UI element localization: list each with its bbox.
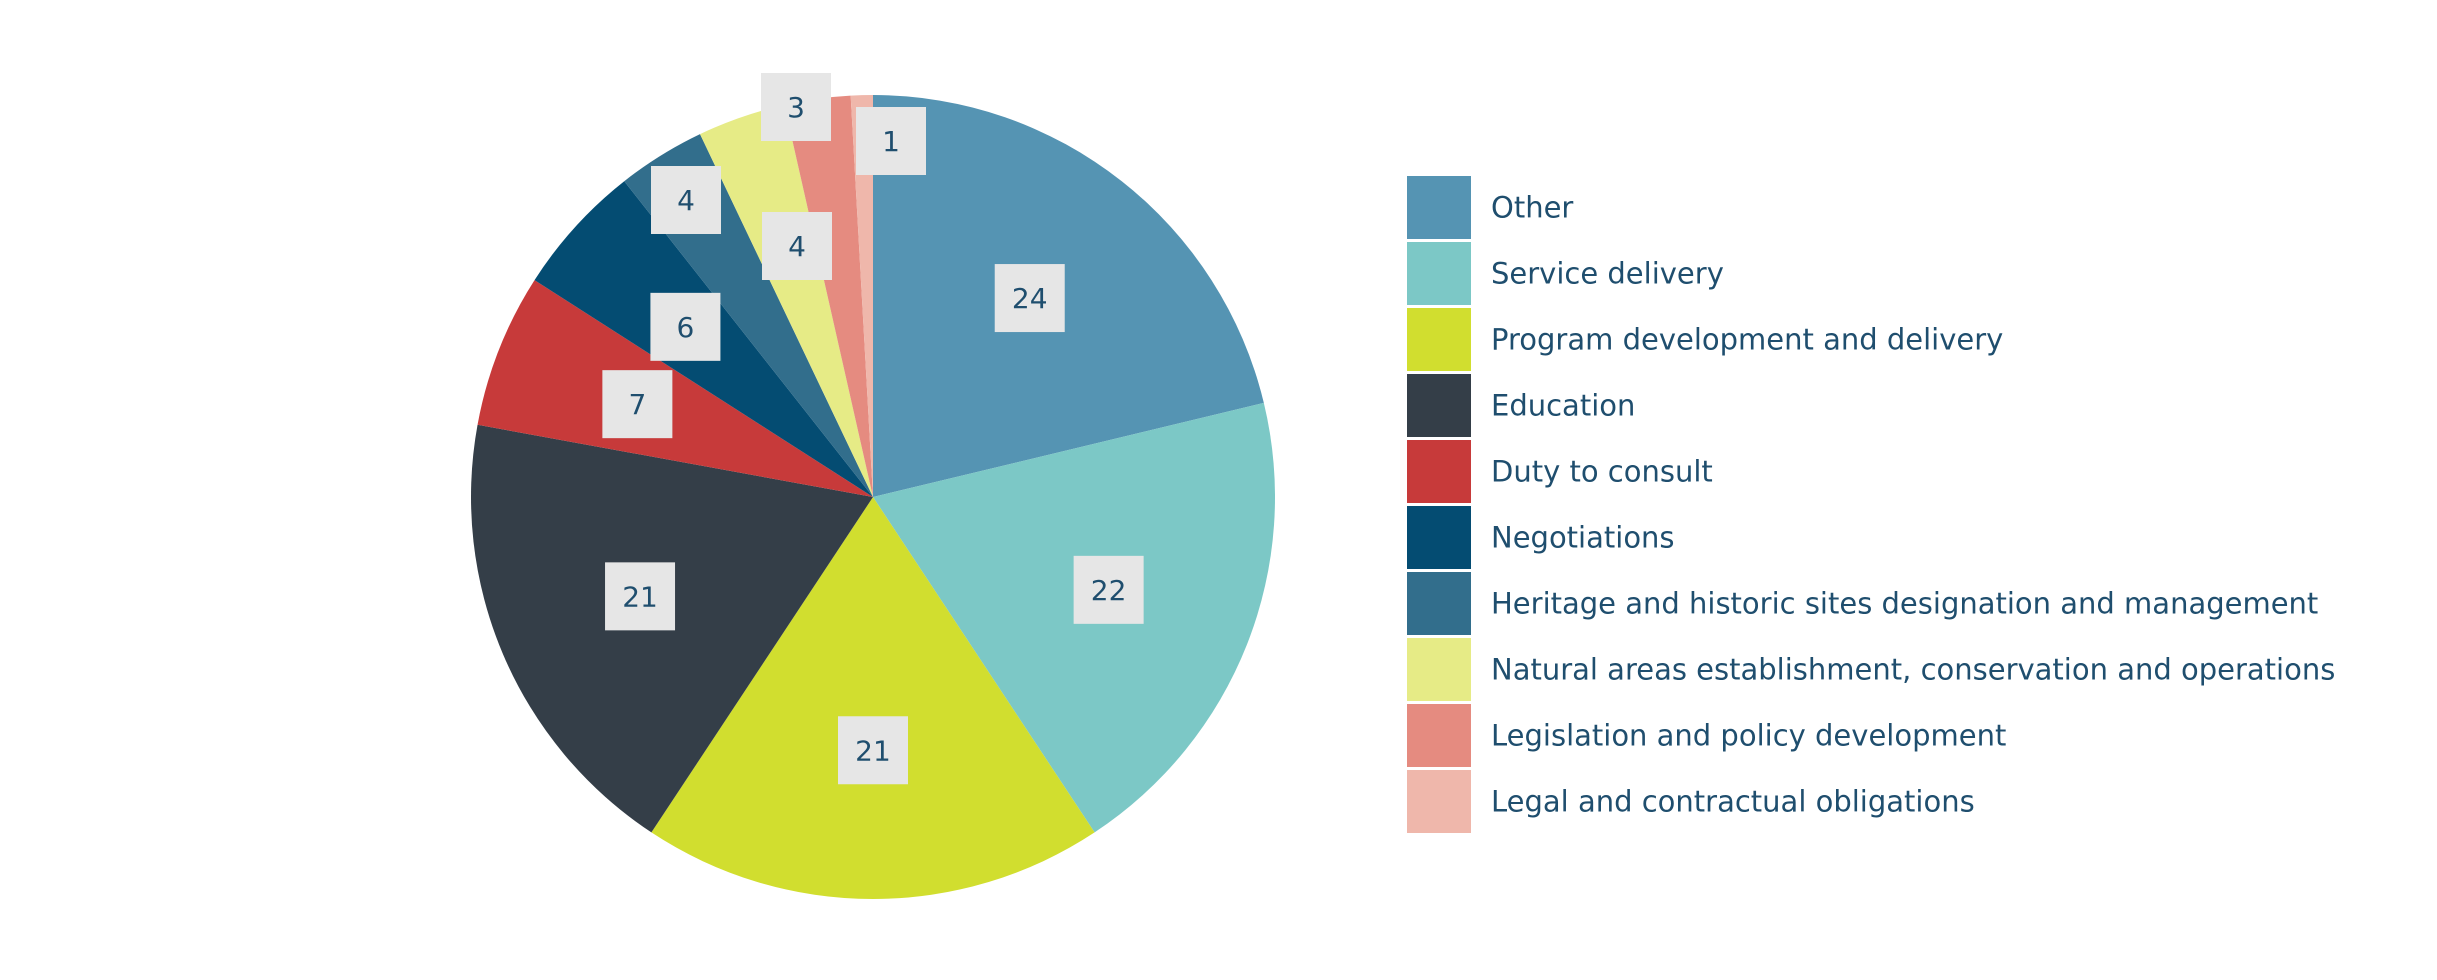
legend-label: Heritage and historic sites designation … (1491, 587, 2318, 621)
legend-label: Other (1491, 191, 1573, 225)
legend-swatch (1407, 638, 1471, 701)
legend-item: Education (1407, 374, 1635, 437)
data-label-value: 4 (677, 184, 695, 217)
legend-swatch (1407, 704, 1471, 767)
legend-label: Education (1491, 389, 1635, 423)
data-label-box (994, 264, 1065, 333)
data-label-value: 21 (622, 580, 658, 613)
legend-label: Program development and delivery (1491, 323, 2003, 357)
legend-swatch (1407, 374, 1471, 437)
legend-swatch (1407, 440, 1471, 503)
legend-item: Heritage and historic sites designation … (1407, 572, 2318, 635)
data-label-value: 21 (855, 734, 891, 767)
data-label-box (856, 107, 926, 175)
legend-item: Negotiations (1407, 506, 1675, 569)
pie-slice-other (873, 95, 1264, 497)
data-label-box (651, 166, 721, 234)
data-label-value: 6 (677, 311, 695, 344)
legend-swatch (1407, 506, 1471, 569)
legend-item: Other (1407, 176, 1573, 239)
legend-label: Legal and contractual obligations (1491, 785, 1975, 819)
data-label-value: 7 (628, 388, 646, 421)
data-label-value: 3 (787, 91, 805, 124)
legend-item: Legal and contractual obligations (1407, 770, 1975, 833)
data-label-value: 4 (788, 230, 806, 263)
pie-data-label: 7 (602, 370, 673, 439)
legend-swatch (1407, 242, 1471, 305)
pie-data-label: 21 (838, 716, 908, 785)
pie-data-label: 3 (761, 73, 831, 141)
data-label-box (762, 212, 832, 280)
legend-label: Negotiations (1491, 521, 1675, 555)
pie-data-label: 22 (1073, 555, 1144, 624)
pie-slice-duty-to-consult (477, 280, 873, 497)
pie-slice-legal-and-contractual-obligations (850, 95, 873, 497)
legend-item: Program development and delivery (1407, 308, 2003, 371)
data-label-box (1073, 555, 1144, 624)
data-label-box (605, 562, 676, 631)
legend-swatch (1407, 308, 1471, 371)
legend-swatch (1407, 572, 1471, 635)
pie-data-label: 21 (605, 562, 676, 631)
pie-data-label: 4 (651, 166, 721, 234)
pie-slice-legislation-and-policy-development (784, 95, 873, 497)
legend-label: Legislation and policy development (1491, 719, 2006, 753)
legend-swatch (1407, 770, 1471, 833)
legend-label: Duty to consult (1491, 455, 1713, 489)
pie-slices (471, 95, 1275, 899)
legend-item: Natural areas establishment, conservatio… (1407, 638, 2335, 701)
legend-item: Legislation and policy development (1407, 704, 2006, 767)
pie-data-label: 1 (856, 107, 926, 175)
legend-swatch (1407, 176, 1471, 239)
pie-data-labels: 24 22 21 21 7 6 4 4 3 1 (602, 73, 1144, 785)
data-label-value: 24 (1012, 282, 1048, 315)
pie-data-label: 24 (994, 264, 1065, 333)
data-label-value: 22 (1091, 574, 1127, 607)
pie-data-label: 4 (762, 212, 832, 280)
data-label-box (761, 73, 831, 141)
pie-slice-natural-areas-establishment-conservation-and-operations (700, 104, 873, 498)
data-label-box (602, 370, 673, 439)
data-label-value: 1 (882, 125, 900, 158)
pie-data-label: 6 (650, 292, 721, 361)
legend-item: Duty to consult (1407, 440, 1713, 503)
data-label-box (650, 292, 721, 361)
legend-item: Service delivery (1407, 242, 1724, 305)
data-label-box (838, 716, 908, 785)
legend: Other Service delivery Program development… (1407, 176, 2335, 833)
pie-slice-program-development-and-delivery (651, 497, 1095, 899)
legend-label: Natural areas establishment, conservatio… (1491, 653, 2335, 687)
legend-label: Service delivery (1491, 257, 1724, 291)
